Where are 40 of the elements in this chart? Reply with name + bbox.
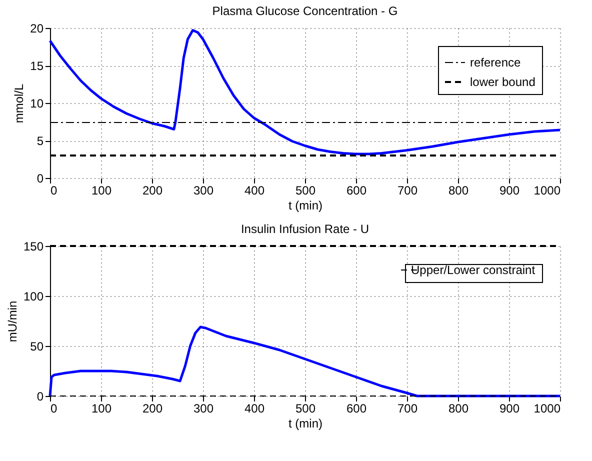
x-tick-label: 500 [295, 402, 316, 416]
x-tick-label: 400 [244, 184, 265, 198]
x-tick-label: 400 [244, 402, 265, 416]
x-tick-label: 300 [193, 184, 214, 198]
x-tick-label: 1000 [534, 402, 561, 416]
y-tick-label: 20 [30, 22, 44, 36]
x-tick-label: 100 [91, 402, 112, 416]
x-tick-label: 900 [499, 402, 520, 416]
x-tick-label: 700 [397, 184, 418, 198]
x-axis-title: t (min) [288, 416, 322, 430]
y-tick-label: 0 [36, 172, 44, 186]
y-tick-label: 10 [30, 96, 44, 110]
x-tick-label: 900 [499, 184, 520, 198]
x-tick-label: 100 [91, 184, 112, 198]
legend-label: reference [470, 56, 522, 70]
y-tick-label: 100 [23, 290, 44, 304]
y-tick-label: 5 [36, 134, 44, 148]
x-tick-label: 800 [448, 402, 469, 416]
x-axis-title: t (min) [288, 198, 322, 212]
y-tick-label: 150 [23, 240, 44, 254]
x-tick-label: 500 [295, 184, 316, 198]
x-tick-label: 200 [142, 184, 163, 198]
y-tick-label: 50 [30, 340, 44, 354]
y-tick-label: 0 [36, 390, 44, 404]
x-tick-label: 600 [346, 402, 367, 416]
x-tick-label: 0 [50, 402, 58, 416]
y-axis-title: mmol/L [12, 84, 26, 124]
y-tick-label: 15 [30, 59, 44, 73]
x-tick-label: 200 [142, 402, 163, 416]
x-tick-label: 300 [193, 402, 214, 416]
x-tick-label: 600 [346, 184, 367, 198]
chart-title: Plasma Glucose Concentration - G [212, 4, 398, 18]
text: Upper/Lower constraint [411, 263, 536, 277]
x-tick-label: 1000 [534, 184, 561, 198]
x-tick-label: 0 [50, 184, 58, 198]
y-axis-title: mU/min [5, 300, 20, 342]
chart-title: Insulin Infusion Rate - U [240, 222, 370, 236]
x-tick-label: 800 [448, 184, 469, 198]
legend-label: lower bound [470, 75, 536, 89]
x-tick-label: 700 [397, 402, 418, 416]
